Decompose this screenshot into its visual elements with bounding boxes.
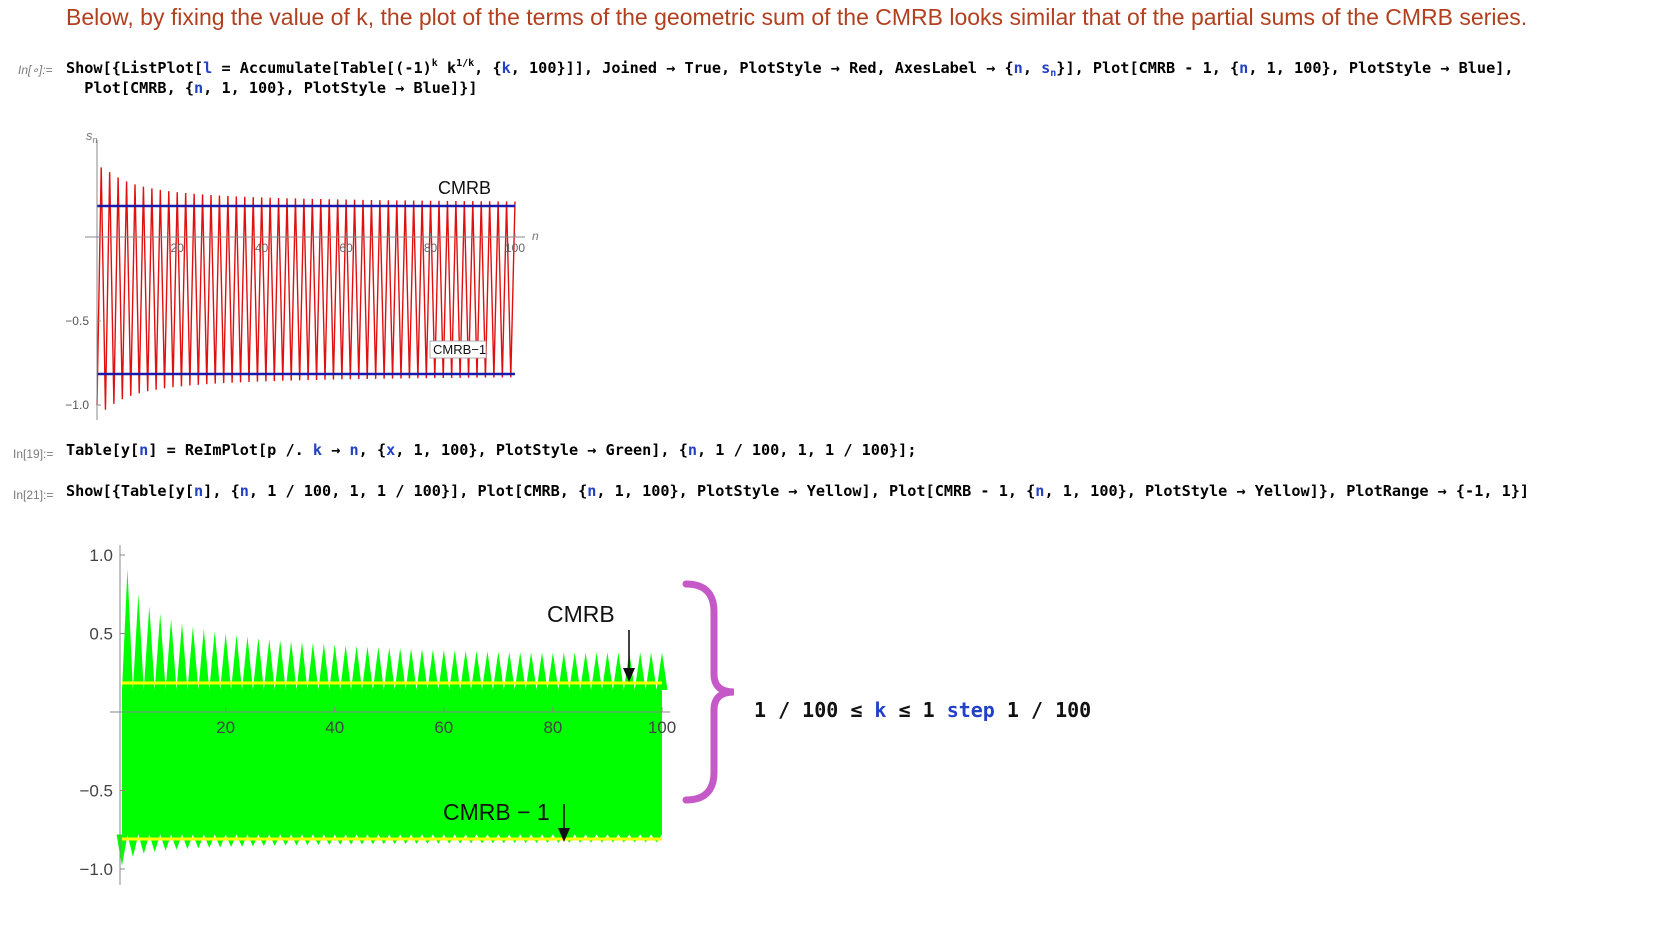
upper-spike <box>340 645 352 691</box>
upper-spike <box>307 642 319 691</box>
lower-spike <box>225 834 237 848</box>
upper-spike <box>209 631 221 691</box>
input-cell-show-listplot[interactable]: Show[{ListPlot[l = Accumulate[Table[(-1)… <box>66 58 1514 97</box>
x-tick-label: 20 <box>171 241 185 255</box>
upper-spike <box>231 634 242 691</box>
upper-spike <box>187 626 199 691</box>
upper-spike <box>580 652 592 691</box>
upper-spike <box>656 652 668 691</box>
upper-spike <box>536 652 548 691</box>
green-body <box>122 690 662 835</box>
upper-spike <box>176 623 188 691</box>
curly-brace <box>682 580 735 804</box>
x-tick-label: 40 <box>325 718 344 737</box>
upper-spike <box>514 652 526 691</box>
input-cell-19-table[interactable]: Table[y[n] = ReImPlot[p /. k → n, {x, 1,… <box>66 441 917 459</box>
upper-spike <box>242 636 253 691</box>
y-axis-label: sn <box>86 128 98 145</box>
lower-spike <box>182 834 193 850</box>
upper-spike <box>558 652 570 691</box>
upper-spike <box>372 646 384 691</box>
upper-spike <box>591 652 602 691</box>
lower-spike <box>203 834 215 848</box>
lower-spike <box>116 834 128 866</box>
upper-spike <box>263 638 275 691</box>
upper-spike <box>154 613 166 691</box>
y-tick-label: −0.5 <box>79 782 113 801</box>
upper-spike <box>165 618 177 691</box>
x-tick-label: 20 <box>216 718 235 737</box>
partial-sums-line <box>96 167 516 410</box>
lower-spike <box>160 834 172 851</box>
upper-spike <box>143 605 155 691</box>
cmrb-minus-1-label: CMRB − 1 <box>443 799 550 825</box>
upper-spike <box>252 637 264 691</box>
y-tick-label: 1.0 <box>89 546 113 565</box>
partial-sums-series <box>96 167 516 410</box>
notebook-text-cell: Below, by fixing the value of k, the plo… <box>66 4 1528 30</box>
upper-spike <box>132 593 144 691</box>
lower-spike <box>236 834 248 847</box>
upper-spike <box>383 647 395 691</box>
upper-spike <box>602 652 613 691</box>
input-cell-21-label: In[21]:= <box>13 488 54 502</box>
k-range-annotation: 1 / 100 ≤ k ≤ 1 step 1 / 100 <box>754 698 1092 722</box>
upper-spike <box>285 641 297 691</box>
upper-spike <box>198 628 210 691</box>
x-axis-label: n <box>532 229 539 243</box>
upper-spike <box>525 652 537 691</box>
x-tick-label: 80 <box>424 241 438 255</box>
cmrb-minus-1-label: CMRB−1 <box>433 342 486 357</box>
input-cell-19-label: In[19]:= <box>13 447 54 461</box>
upper-spike <box>503 651 515 691</box>
upper-spike <box>362 646 373 691</box>
upper-spike <box>460 650 472 691</box>
lower-spike <box>192 834 204 849</box>
upper-spike <box>471 650 482 691</box>
upper-spike <box>329 644 341 691</box>
x-tick-label: 60 <box>339 241 353 255</box>
y-tick-label: −1.0 <box>65 398 89 412</box>
upper-spike <box>645 652 657 691</box>
lower-spike <box>138 834 150 854</box>
lower-spike <box>149 834 161 852</box>
upper-spike <box>612 652 624 691</box>
upper-spike <box>296 641 308 691</box>
upper-spike <box>122 568 133 691</box>
input-cell-label: In[∘]:= <box>18 63 53 77</box>
upper-spike <box>449 650 461 691</box>
y-tick-label: 0.5 <box>89 625 113 644</box>
cmrb-label: CMRB <box>438 178 491 198</box>
upper-spike <box>634 652 646 691</box>
cmrb-label: CMRB <box>547 601 615 627</box>
input-cell-21-show[interactable]: Show[{Table[y[n], {n, 1 / 100, 1, 1 / 10… <box>66 482 1530 500</box>
partial-sums-plot: 20 40 60 80 100 −0.5 −1.0 sn n CMRB CMRB−1 <box>65 128 539 420</box>
upper-spike <box>394 647 406 691</box>
x-tick-label: 100 <box>505 241 525 255</box>
x-tick-label: 100 <box>648 718 676 737</box>
upper-spike <box>492 651 504 691</box>
upper-spike <box>405 648 417 691</box>
lower-spike <box>214 834 226 848</box>
upper-spike <box>427 649 439 691</box>
y-tick-label: −1.0 <box>79 860 113 879</box>
geometric-sum-terms-plot: 20 40 60 80 100 1.0 0.5 −0.5 −1.0 CMRB CMRB − 1 <box>79 545 676 885</box>
upper-spike <box>274 640 286 691</box>
upper-spike <box>569 652 581 691</box>
upper-spike <box>438 649 450 691</box>
x-tick-label: 80 <box>543 718 562 737</box>
upper-spike <box>482 651 493 691</box>
x-tick-label: 40 <box>255 241 269 255</box>
upper-spike <box>351 645 362 691</box>
x-tick-label: 60 <box>434 718 453 737</box>
upper-spike <box>547 652 559 691</box>
upper-spike <box>220 633 232 691</box>
upper-spike <box>416 648 428 691</box>
y-tick-label: −0.5 <box>65 314 89 328</box>
upper-spike <box>318 643 330 691</box>
lower-spike <box>171 834 182 850</box>
